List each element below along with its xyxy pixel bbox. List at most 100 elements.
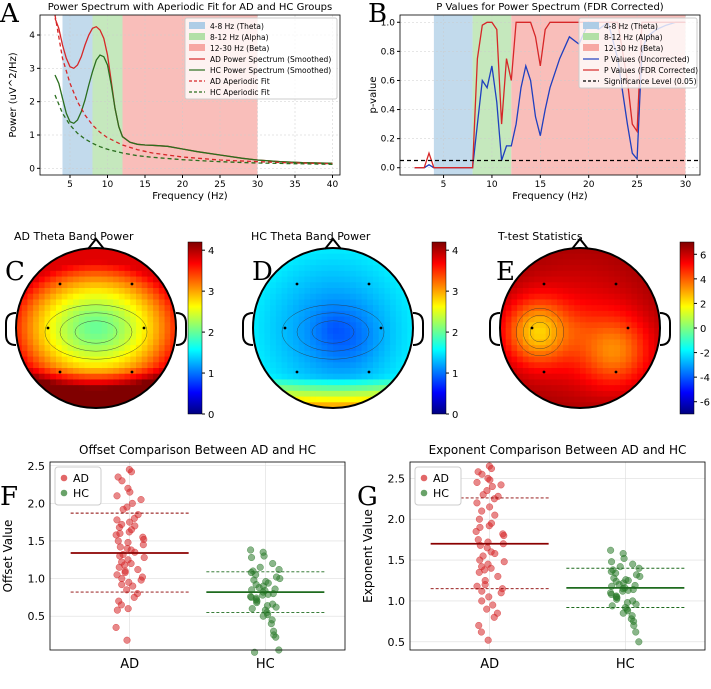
colorbar: [679, 241, 695, 415]
field-cell: [654, 362, 660, 369]
field-cell: [505, 390, 512, 398]
field-cell: [153, 259, 160, 266]
field-cell: [534, 259, 541, 266]
field-cell: [574, 373, 581, 380]
field-cell: [642, 345, 650, 352]
field-cell: [275, 339, 283, 346]
field-cell: [153, 316, 160, 323]
field-cell: [16, 379, 23, 386]
field-cell: [90, 328, 97, 335]
field-cell: [264, 390, 271, 398]
field-cell: [654, 396, 660, 403]
field-cell: [33, 293, 40, 300]
field-cell: [293, 248, 300, 255]
field-cell: [315, 368, 323, 375]
field-cell: [315, 385, 323, 392]
field-cell: [78, 373, 86, 380]
field-cell: [545, 276, 552, 283]
field-cell: [608, 385, 615, 392]
field-cell: [384, 402, 391, 408]
field-cell: [321, 288, 328, 295]
data-point: [607, 546, 615, 554]
field-cell: [27, 328, 34, 335]
field-cell: [61, 328, 68, 335]
field-cell: [327, 402, 334, 408]
field-cell: [361, 270, 368, 278]
field-cell: [124, 265, 131, 272]
field-cell: [158, 299, 166, 306]
field-cell: [654, 339, 660, 346]
field-cell: [511, 362, 518, 369]
field-cell: [625, 276, 632, 283]
field-cell: [90, 310, 97, 318]
field-cell: [73, 390, 80, 398]
field-cell: [96, 356, 103, 363]
field-cell: [562, 379, 570, 386]
field-cell: [90, 270, 97, 278]
field-cell: [258, 385, 265, 392]
field-cell: [124, 356, 131, 363]
field-cell: [315, 270, 323, 278]
field-cell: [367, 379, 374, 386]
field-cell: [534, 379, 541, 386]
field-cell: [344, 390, 351, 398]
field-cell: [315, 305, 323, 312]
field-cell: [56, 379, 63, 386]
data-point: [267, 620, 275, 628]
field-cell: [344, 259, 351, 266]
field-cell: [557, 270, 564, 278]
field-cell: [107, 270, 114, 278]
field-cell: [602, 345, 610, 352]
contour: [530, 322, 551, 343]
field-cell: [73, 350, 80, 358]
field-cell: [540, 350, 547, 358]
field-cell: [614, 345, 621, 352]
field-cell: [50, 293, 57, 300]
field-cell: [84, 288, 91, 295]
field-cell: [517, 253, 524, 260]
field-cell: [528, 316, 535, 323]
field-cell: [534, 282, 541, 289]
field-cell: [136, 390, 143, 398]
colorbar: [431, 241, 447, 415]
field-cell: [44, 310, 51, 318]
field-cell: [568, 282, 575, 289]
field-cell: [373, 276, 380, 283]
field-cell: [511, 310, 518, 318]
field-cell: [158, 293, 166, 300]
field-cell: [637, 339, 644, 346]
field-cell: [355, 316, 363, 323]
field-cell: [401, 276, 408, 283]
tick-label-y: 1.5: [388, 554, 406, 567]
field-cell: [407, 333, 413, 340]
field-cell: [304, 356, 311, 363]
field-cell: [390, 339, 397, 346]
field-cell: [551, 253, 558, 260]
field-cell: [270, 293, 277, 300]
field-cell: [648, 299, 655, 306]
field-cell: [298, 356, 305, 363]
field-cell: [56, 316, 63, 323]
field-cell: [61, 270, 68, 278]
field-cell: [333, 345, 340, 352]
field-cell: [73, 385, 80, 392]
legend-box: [578, 17, 698, 89]
field-cell: [367, 368, 374, 375]
field-cell: [61, 282, 68, 289]
field-cell: [384, 288, 391, 295]
field-cell: [378, 379, 385, 386]
field-cell: [275, 368, 283, 375]
field-cell: [281, 322, 288, 329]
field-cell: [84, 402, 91, 408]
field-cell: [96, 345, 103, 352]
legend-label: 12-30 Hz (Beta): [210, 44, 269, 53]
field-cell: [367, 310, 374, 318]
field-cell: [310, 305, 317, 312]
field-cell: [551, 299, 558, 306]
field-cell: [147, 362, 154, 369]
field-cell: [118, 396, 126, 403]
field-cell: [21, 305, 28, 312]
field-cell: [631, 299, 638, 306]
field-cell: [642, 368, 650, 375]
field-cell: [517, 282, 524, 289]
